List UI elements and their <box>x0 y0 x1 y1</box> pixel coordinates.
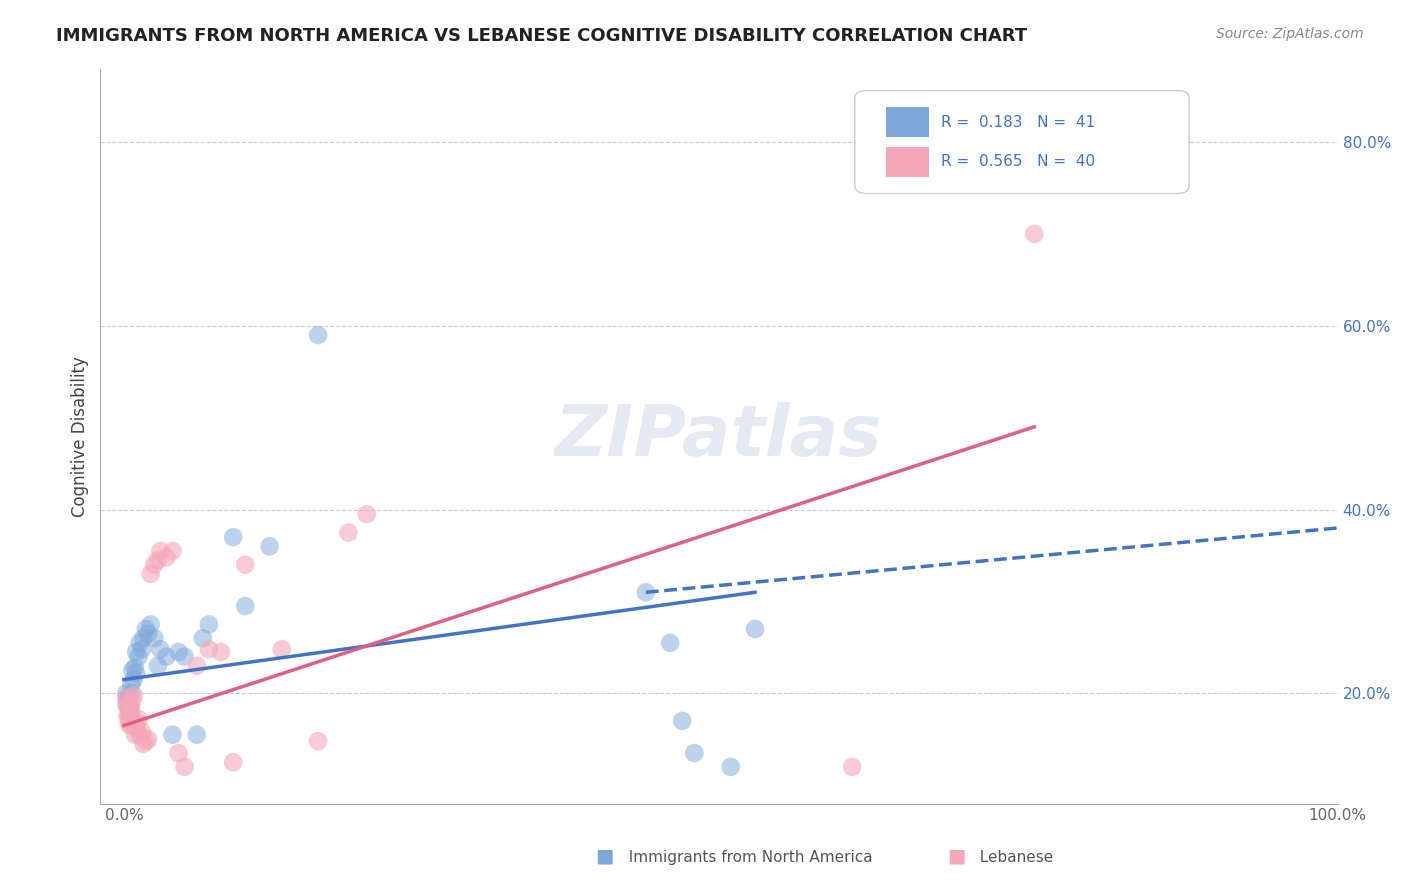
Point <box>307 734 329 748</box>
Point <box>120 677 142 691</box>
Point <box>173 649 195 664</box>
Point <box>121 664 143 678</box>
Point <box>155 550 177 565</box>
Point <box>634 585 657 599</box>
Point <box>337 525 360 540</box>
Point <box>132 737 155 751</box>
Point <box>118 709 141 723</box>
Point <box>233 558 256 572</box>
Point <box>198 642 221 657</box>
Point <box>186 658 208 673</box>
Point <box>162 728 184 742</box>
Text: Source: ZipAtlas.com: Source: ZipAtlas.com <box>1216 27 1364 41</box>
Point <box>131 725 153 739</box>
Point <box>744 622 766 636</box>
Y-axis label: Cognitive Disability: Cognitive Disability <box>72 356 89 516</box>
Point <box>167 746 190 760</box>
Point <box>191 631 214 645</box>
Point <box>118 715 141 730</box>
Point <box>659 636 682 650</box>
Point <box>128 649 150 664</box>
Text: ZIPatlas: ZIPatlas <box>555 401 883 471</box>
Point <box>136 732 159 747</box>
Point <box>122 673 145 687</box>
FancyBboxPatch shape <box>886 107 929 136</box>
Point <box>118 700 141 714</box>
Point <box>155 649 177 664</box>
Text: IMMIGRANTS FROM NORTH AMERICA VS LEBANESE COGNITIVE DISABILITY CORRELATION CHART: IMMIGRANTS FROM NORTH AMERICA VS LEBANES… <box>56 27 1028 45</box>
Point <box>149 544 172 558</box>
Point <box>139 617 162 632</box>
Point <box>270 642 292 657</box>
Point <box>222 756 245 770</box>
Text: Lebanese: Lebanese <box>970 850 1053 865</box>
Point <box>198 617 221 632</box>
Point <box>117 700 139 714</box>
Point <box>671 714 693 728</box>
Point <box>209 645 232 659</box>
Point <box>127 715 149 730</box>
Point <box>186 728 208 742</box>
Point <box>125 721 148 735</box>
Point <box>259 539 281 553</box>
Point <box>143 558 166 572</box>
Point <box>120 706 142 721</box>
Point <box>118 703 141 717</box>
Text: ■: ■ <box>595 847 614 865</box>
Point <box>115 698 138 712</box>
Point <box>117 709 139 723</box>
Point <box>122 688 145 702</box>
Point <box>135 734 157 748</box>
Text: R =  0.565   N =  40: R = 0.565 N = 40 <box>942 154 1095 169</box>
Point <box>356 507 378 521</box>
Point <box>162 544 184 558</box>
Point <box>124 728 146 742</box>
Point <box>118 718 141 732</box>
Point <box>146 658 169 673</box>
Point <box>146 553 169 567</box>
Point <box>683 746 706 760</box>
Point <box>128 712 150 726</box>
Text: Immigrants from North America: Immigrants from North America <box>619 850 872 865</box>
Text: R =  0.183   N =  41: R = 0.183 N = 41 <box>942 115 1095 129</box>
Point <box>139 566 162 581</box>
Point <box>222 530 245 544</box>
Point <box>128 728 150 742</box>
Point <box>125 666 148 681</box>
Point <box>132 631 155 645</box>
Point <box>1024 227 1046 241</box>
Point <box>115 686 138 700</box>
Point <box>841 760 863 774</box>
Point <box>118 714 141 728</box>
Point <box>135 622 157 636</box>
Point <box>120 700 142 714</box>
FancyBboxPatch shape <box>886 147 929 177</box>
Point <box>307 328 329 343</box>
Point <box>233 599 256 613</box>
Point <box>117 690 139 705</box>
Point <box>143 631 166 645</box>
Point <box>117 694 139 708</box>
Point <box>121 694 143 708</box>
Point <box>124 660 146 674</box>
Point <box>118 709 141 723</box>
FancyBboxPatch shape <box>855 91 1189 194</box>
Point <box>136 626 159 640</box>
Point <box>149 642 172 657</box>
Point <box>720 760 742 774</box>
Point <box>131 642 153 657</box>
Point <box>118 698 141 712</box>
Text: ■: ■ <box>946 847 966 865</box>
Point <box>173 760 195 774</box>
Point <box>125 645 148 659</box>
Point <box>115 690 138 705</box>
Point <box>167 645 190 659</box>
Point <box>120 686 142 700</box>
Point <box>128 636 150 650</box>
